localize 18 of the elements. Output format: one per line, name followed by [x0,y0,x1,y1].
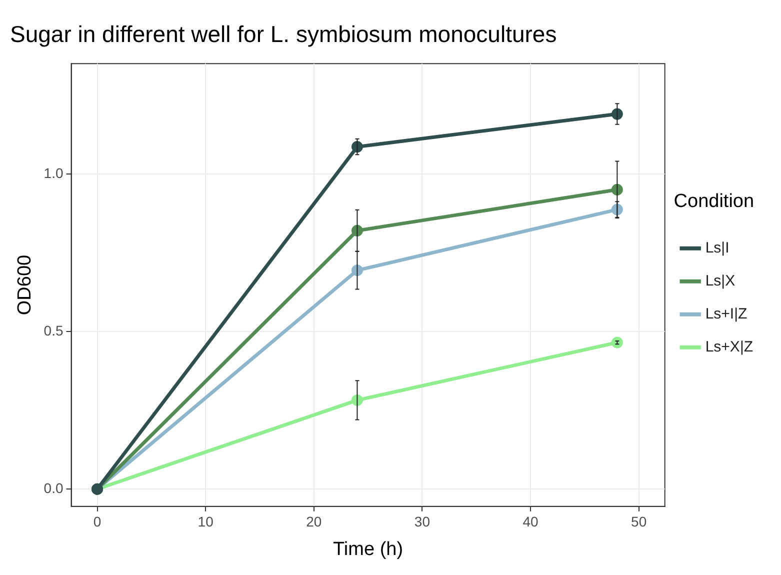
x-tick-label: 50 [631,514,647,530]
y-axis-title: OD600 [14,254,36,316]
legend-label: Ls+I|Z [705,306,748,323]
legend-title: Condition [674,190,754,212]
y-tick-label: 0.0 [44,480,64,496]
legend-label: Ls+X|Z [705,338,754,356]
x-tick-label: 20 [306,514,322,530]
x-tick-label: 0 [93,514,102,530]
legend-label: Ls|I [705,240,730,257]
y-tick-label: 0.5 [44,322,64,338]
x-tick-label: 30 [414,514,430,530]
point [611,336,623,348]
legend-label: Ls|X [705,272,736,290]
chart-title: Sugar in different well for L. symbiosum monocultures [10,21,557,48]
x-tick-label: 40 [522,514,539,530]
y-tick-label: 1.0 [44,164,64,181]
x-axis-title: Time (h) [333,538,404,560]
x-tick-label: 10 [198,514,214,530]
